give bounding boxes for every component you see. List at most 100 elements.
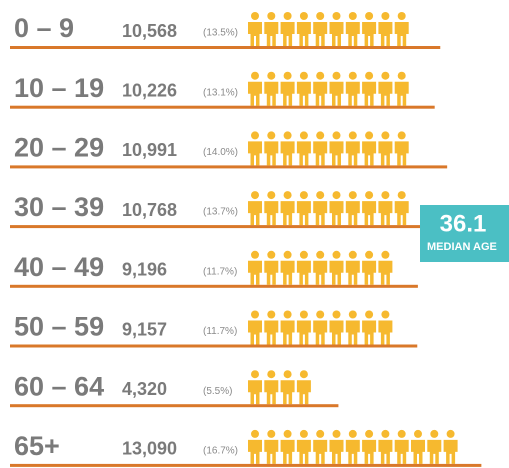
person-body [296,260,311,285]
person-head [381,131,390,140]
percent-label: (13.1%) [203,87,238,98]
icon-row [248,250,393,285]
person-head [251,370,259,379]
person-head [348,191,357,200]
percent-label: (13.5%) [203,28,238,39]
person-body [280,22,295,46]
person-head [299,429,308,438]
person-head [381,310,390,319]
percent-label: (13.7%) [203,207,238,218]
person-body [248,22,262,46]
person-body [443,439,458,464]
person-head [348,131,357,140]
person-head [365,250,374,259]
person-body [264,81,279,106]
person-head [251,250,259,259]
person-head [299,250,308,259]
person-head [283,250,292,259]
person-body [264,320,279,345]
person-body [362,141,377,166]
person-head [267,131,276,140]
percent-label: (16.7%) [203,446,238,457]
person-body [378,22,393,46]
person-head [446,429,455,438]
person-head [251,131,259,140]
underline [10,165,448,169]
person-head [397,12,406,20]
person-body [280,439,295,464]
person-body [378,81,393,106]
person-head [365,191,374,200]
person-head [365,310,374,319]
person-head [251,429,259,438]
person-body [345,141,360,166]
person-body [362,81,377,106]
person-head [381,191,390,200]
person-body [345,81,360,106]
person-body [264,141,279,166]
age-group: 60 – 64 [14,371,104,401]
person-head [381,71,390,80]
person-head [316,191,325,200]
person-head [332,310,341,319]
person-head [283,12,292,20]
person-body [362,260,377,285]
person-body [248,380,262,405]
person-body [264,201,279,226]
person-head [332,131,341,140]
person-body [329,22,344,46]
count-label: 9,157 [122,319,167,339]
person-body [345,320,360,345]
person-head [267,71,276,80]
icon-row [248,191,409,226]
person-body [345,260,360,285]
person-body [313,81,328,106]
person-body [313,141,328,166]
icon-row [248,12,409,46]
person-body [329,439,344,464]
age-group: 0 – 9 [14,13,74,43]
person-body [378,320,393,345]
person-body [378,260,393,285]
person-head [299,12,308,20]
age-group: 65+ [14,431,60,461]
count-label: 10,768 [122,200,177,220]
person-body [411,439,425,464]
person-head [332,71,341,80]
person-head [316,429,325,438]
percent-label: (14.0%) [203,147,238,158]
person-body [248,439,262,464]
person-head [397,191,406,200]
person-body [248,141,262,166]
person-head [299,71,308,80]
person-body [313,439,328,464]
person-head [316,250,325,259]
person-head [316,310,325,319]
count-label: 4,320 [122,379,167,399]
person-body [329,81,344,106]
underline [10,46,441,49]
person-body [264,439,279,464]
person-head [267,370,276,379]
person-head [381,250,390,259]
person-body [264,22,279,46]
person-head [397,429,406,438]
person-body [362,22,377,46]
count-label: 10,568 [122,21,177,41]
person-head [251,71,259,80]
person-body [427,439,442,464]
icon-row [248,71,409,106]
person-body [345,201,360,226]
person-head [251,191,259,200]
person-body [280,141,295,166]
person-head [283,310,292,319]
person-head [348,250,357,259]
person-head [299,131,308,140]
person-body [345,439,360,464]
person-head [365,131,374,140]
person-body [345,22,360,46]
person-body [296,22,311,46]
count-label: 10,991 [122,140,177,160]
person-head [299,370,308,379]
